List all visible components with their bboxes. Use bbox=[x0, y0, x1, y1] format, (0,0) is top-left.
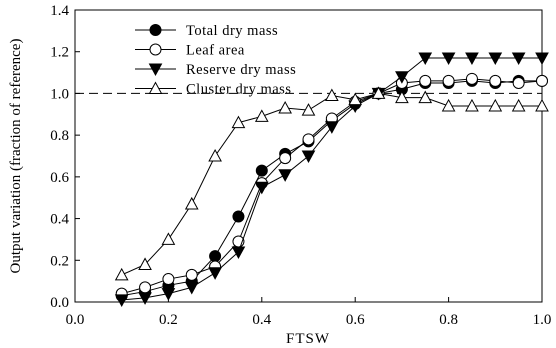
data-point bbox=[488, 52, 503, 66]
legend-marker bbox=[148, 81, 163, 94]
data-point bbox=[535, 52, 549, 66]
data-point bbox=[488, 98, 503, 112]
series-reserve-dry-mass bbox=[114, 52, 549, 307]
data-point bbox=[348, 92, 363, 106]
x-tick-label: 0.0 bbox=[66, 312, 85, 328]
legend-label: Total dry mass bbox=[186, 23, 278, 39]
y-axis-label: Output variation (fraction of reference) bbox=[8, 39, 24, 274]
data-point bbox=[511, 52, 526, 66]
data-point bbox=[418, 52, 433, 66]
data-point bbox=[301, 150, 316, 164]
data-point bbox=[465, 98, 479, 112]
legend-label: Cluster dry mass bbox=[186, 82, 291, 98]
legend-marker bbox=[149, 24, 162, 36]
series-layer bbox=[114, 52, 549, 307]
legend-item: Leaf area bbox=[135, 43, 245, 59]
x-tick-label: 0.8 bbox=[439, 312, 458, 328]
data-point bbox=[301, 103, 316, 116]
data-point bbox=[162, 273, 175, 286]
data-point bbox=[161, 288, 176, 301]
data-point bbox=[441, 52, 456, 66]
data-point bbox=[279, 152, 292, 165]
data-point bbox=[114, 294, 129, 307]
legend-item: Cluster dry mass bbox=[135, 81, 291, 98]
data-point bbox=[184, 196, 199, 210]
legend-label: Leaf area bbox=[186, 43, 245, 59]
data-point bbox=[254, 181, 269, 195]
data-point bbox=[231, 115, 246, 129]
data-point bbox=[419, 74, 432, 87]
data-point bbox=[325, 88, 339, 102]
legend-item: Reserve dry mass bbox=[135, 62, 296, 78]
x-tick-label: 0.4 bbox=[252, 312, 271, 328]
x-axis-label: FTSW bbox=[286, 331, 330, 347]
data-point bbox=[161, 232, 176, 245]
data-point bbox=[489, 74, 502, 87]
y-tick-label: 0.8 bbox=[50, 128, 69, 144]
data-point bbox=[441, 98, 456, 112]
legend-marker bbox=[148, 63, 163, 77]
data-point bbox=[138, 257, 152, 270]
data-point bbox=[139, 281, 152, 294]
y-tick-label: 0.2 bbox=[50, 253, 69, 269]
data-point bbox=[465, 52, 479, 66]
data-point bbox=[511, 98, 526, 112]
series-cluster-dry-mass bbox=[114, 86, 549, 281]
data-point bbox=[254, 109, 269, 122]
y-tick-label: 0.6 bbox=[50, 170, 69, 186]
data-point bbox=[371, 86, 386, 99]
data-point bbox=[184, 281, 199, 295]
legend-marker bbox=[149, 43, 162, 56]
x-tick-label: 1.0 bbox=[533, 312, 552, 328]
legend: Total dry mass Leaf area Reserve dry mass C… bbox=[135, 23, 296, 98]
data-point bbox=[114, 267, 129, 281]
data-point bbox=[536, 74, 548, 87]
data-point bbox=[395, 90, 409, 104]
data-point bbox=[138, 292, 152, 305]
legend-label: Reserve dry mass bbox=[186, 62, 296, 78]
x-tick-label: 0.2 bbox=[159, 312, 178, 328]
data-point bbox=[231, 246, 246, 259]
y-axis-ticks: 0.0 0.2 0.4 0.6 0.8 1.0 1.2 1.4 bbox=[50, 3, 80, 311]
y-tick-label: 0.4 bbox=[50, 212, 69, 228]
data-point bbox=[232, 210, 245, 223]
data-point bbox=[535, 98, 549, 112]
data-point bbox=[442, 74, 455, 87]
data-point bbox=[208, 267, 222, 280]
data-point bbox=[395, 71, 409, 84]
data-point bbox=[209, 250, 222, 263]
data-point bbox=[465, 72, 478, 85]
data-point bbox=[208, 148, 222, 162]
data-point bbox=[325, 121, 339, 134]
data-point bbox=[418, 90, 433, 104]
y-tick-label: 0.0 bbox=[50, 295, 69, 311]
x-axis-ticks: 0.0 0.2 0.4 0.6 0.8 1.0 bbox=[66, 297, 552, 328]
data-point bbox=[185, 268, 198, 281]
y-tick-label: 1.4 bbox=[50, 3, 69, 19]
data-point bbox=[278, 169, 292, 182]
data-point bbox=[278, 100, 292, 114]
x-tick-label: 0.6 bbox=[346, 312, 365, 328]
data-point bbox=[302, 133, 315, 146]
y-tick-label: 1.0 bbox=[50, 86, 69, 102]
data-point bbox=[512, 77, 525, 89]
legend-item: Total dry mass bbox=[135, 23, 278, 39]
y-tick-label: 1.2 bbox=[50, 45, 69, 61]
data-point bbox=[255, 164, 268, 177]
